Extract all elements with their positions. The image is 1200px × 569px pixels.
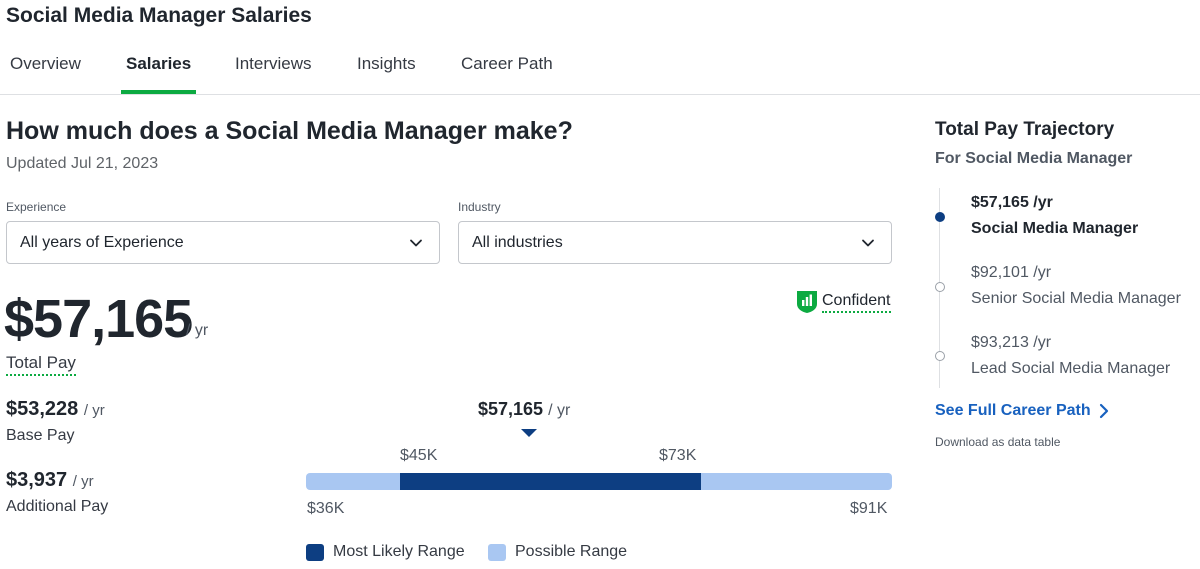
median-pay-value: $57,165 [478,399,544,419]
bar-chart-shield-icon [797,291,817,313]
tab-overview[interactable]: Overview [10,54,81,73]
likely-range-bar [400,473,701,490]
experience-filter-label: Experience [6,200,67,214]
median-marker [521,429,537,437]
legend-likely: Most Likely Range [306,543,465,561]
industry-select[interactable]: All industries [458,221,892,264]
active-tab-indicator [121,90,196,94]
trajectory-dot-current [935,212,945,222]
chevron-down-icon [410,239,422,247]
possible-range-bar [306,473,892,490]
trajectory-pay-1: $57,165 /yr [971,194,1053,211]
tab-career-path[interactable]: Career Path [461,54,553,73]
additional-pay-label: Additional Pay [6,498,109,515]
legend-likely-swatch [306,543,324,561]
page-title: Social Media Manager Salaries [6,4,312,27]
career-link-label: See Full Career Path [935,402,1091,419]
range-max-label: $91K [850,500,888,517]
main-heading: How much does a Social Media Manager mak… [6,117,573,145]
experience-select[interactable]: All years of Experience [6,221,440,264]
likely-range-high-label: $73K [659,447,697,464]
base-pay-unit: / yr [83,402,105,419]
trajectory-dot-3 [935,351,945,361]
legend-likely-label: Most Likely Range [333,543,465,560]
trajectory-role-3[interactable]: Lead Social Media Manager [971,360,1171,377]
trajectory-pay-2: $92,101 /yr [971,264,1052,281]
trajectory-dot-2 [935,282,945,292]
industry-select-value: All industries [472,234,563,251]
see-full-career-path-link[interactable]: See Full Career Path [935,402,1111,420]
trajectory-role-2[interactable]: Senior Social Media Manager [971,290,1181,307]
download-data-table-link[interactable]: Download as data table [935,435,1061,449]
legend-possible-label: Possible Range [515,543,628,560]
trajectory-pay-3: $93,213 /yr [971,334,1052,351]
experience-select-value: All years of Experience [20,234,184,251]
legend-possible-swatch [488,543,506,561]
additional-pay-unit: / yr [72,473,94,490]
tab-bar: Overview Salaries Interviews Insights Ca… [0,50,1200,95]
industry-filter-label: Industry [458,200,501,214]
chevron-down-icon [862,239,874,247]
tab-salaries[interactable]: Salaries [126,54,192,73]
median-pay-unit: / yr [548,402,571,419]
base-pay-label: Base Pay [6,427,75,444]
range-min-label: $36K [307,500,345,517]
trajectory-role-1[interactable]: Social Media Manager [971,220,1139,237]
chevron-right-icon [1099,403,1108,419]
tab-insights[interactable]: Insights [357,54,416,73]
total-pay-label[interactable]: Total Pay [6,353,76,376]
trajectory-title: Total Pay Trajectory [935,119,1115,140]
base-pay-value: $53,228 [6,398,79,420]
updated-date: Updated Jul 21, 2023 [6,155,159,172]
tab-interviews[interactable]: Interviews [235,54,312,73]
additional-pay-amount: $3,937 / yr [6,469,94,492]
trajectory-subtitle: For Social Media Manager [935,150,1133,167]
total-pay-amount: $57,165 [4,289,193,349]
likely-range-low-label: $45K [400,447,438,464]
additional-pay-value: $3,937 [6,469,68,491]
confidence-indicator[interactable]: Confident [796,290,891,314]
total-pay-unit: / yr [186,322,209,339]
confidence-label: Confident [822,292,891,313]
legend-possible: Possible Range [488,543,627,561]
base-pay-amount: $53,228 / yr [6,398,105,421]
median-pay-label: $57,165 / yr [478,399,570,420]
